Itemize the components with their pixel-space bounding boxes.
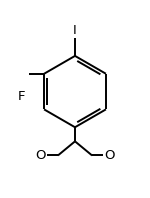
Text: I: I [73, 24, 77, 37]
Text: O: O [36, 149, 46, 162]
Text: O: O [104, 149, 114, 162]
Text: F: F [17, 90, 25, 103]
